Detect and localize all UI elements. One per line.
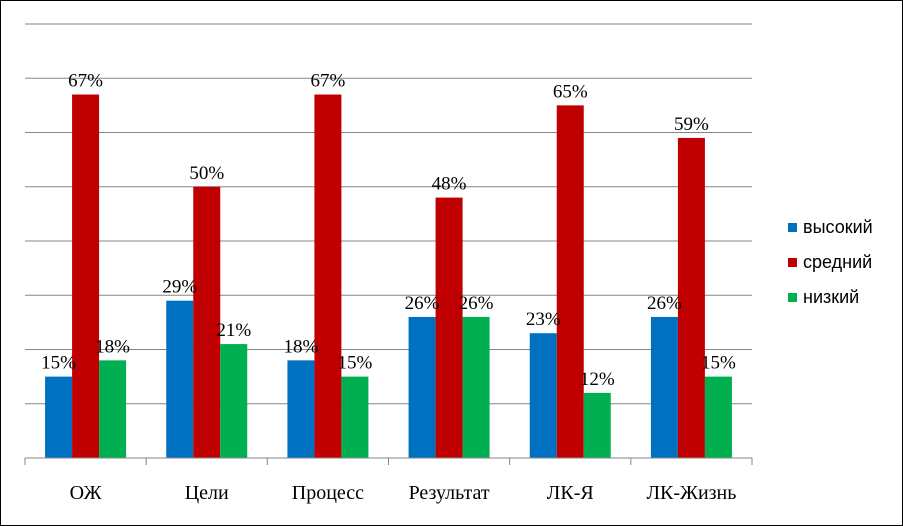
bar (408, 316, 436, 458)
legend-label-low: низкий (803, 287, 860, 307)
bar (529, 333, 557, 458)
data-label: 29% (162, 277, 197, 298)
bar (583, 392, 611, 458)
bar (99, 360, 127, 458)
bar (435, 197, 463, 458)
bar (72, 94, 100, 459)
data-label: 15% (41, 353, 76, 374)
data-label: 12% (580, 369, 615, 390)
x-tick-label: ЛК-Я (547, 482, 594, 504)
legend-item-medium: средний (788, 251, 873, 274)
data-labels: 15% 67% 18% 29% 50% 21% 18% 67% 15% 26% 48% 26% 23% 6… (41, 71, 736, 390)
bar (462, 316, 490, 458)
bar (704, 376, 732, 458)
data-label: 48% (432, 174, 467, 195)
bar (650, 316, 678, 458)
bar (287, 360, 315, 458)
data-label: 26% (405, 293, 440, 314)
legend: высокий средний низкий (788, 216, 873, 321)
data-label: 18% (284, 336, 319, 357)
legend-label-medium: средний (803, 252, 873, 272)
data-label: 26% (647, 293, 682, 314)
bar (341, 376, 369, 458)
bar (45, 376, 73, 458)
data-label: 59% (674, 114, 709, 135)
bar (314, 94, 342, 459)
bar (166, 300, 194, 458)
data-label: 67% (311, 71, 346, 92)
data-label: 23% (526, 309, 561, 330)
data-label: 26% (459, 293, 494, 314)
data-label: 18% (95, 336, 130, 357)
x-tick-label: ЛК-Жизнь (646, 482, 736, 504)
data-label: 21% (216, 320, 251, 341)
bar (220, 344, 248, 458)
legend-swatch-medium (788, 258, 797, 267)
x-tick-label: ОЖ (70, 482, 102, 504)
bar (193, 186, 221, 458)
data-label: 15% (338, 353, 373, 374)
legend-swatch-high (788, 223, 797, 232)
legend-item-high: высокий (788, 216, 873, 239)
x-tick-label: Процесс (292, 482, 364, 504)
data-label: 67% (68, 71, 103, 92)
data-label: 65% (553, 81, 588, 102)
legend-item-low: низкий (788, 286, 873, 309)
x-tick-label: Цели (185, 482, 229, 504)
data-label: 15% (701, 353, 736, 374)
data-label: 50% (189, 163, 224, 184)
legend-label-high: высокий (803, 217, 873, 237)
bars (45, 94, 732, 459)
x-tick-label: Результат (409, 482, 490, 504)
bar (677, 137, 705, 459)
gridlines (25, 23, 752, 405)
legend-swatch-low (788, 293, 797, 302)
x-axis: ОЖ Цели Процесс Результат ЛК-Я ЛК-Жизнь (24, 457, 753, 504)
bar (556, 105, 584, 458)
